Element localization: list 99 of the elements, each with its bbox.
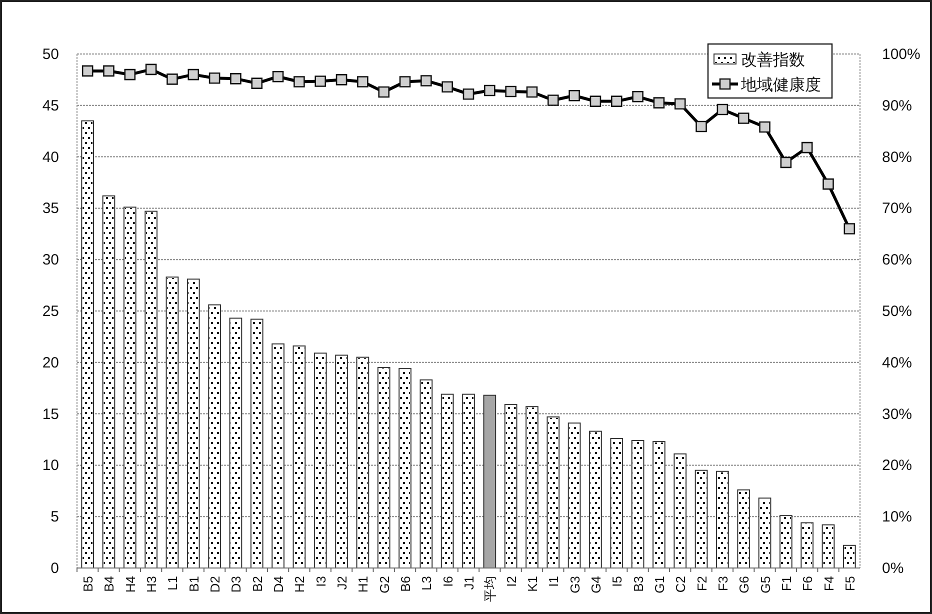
point bbox=[251, 78, 263, 89]
x-tick-label: J2 bbox=[334, 576, 350, 590]
point bbox=[145, 64, 157, 76]
point bbox=[653, 97, 665, 108]
point bbox=[208, 72, 220, 84]
y2-tick-label: 90% bbox=[882, 97, 912, 114]
point bbox=[568, 90, 580, 102]
x-tick-label: B5 bbox=[80, 576, 96, 592]
x-tick-label: L1 bbox=[165, 576, 180, 590]
x-tick-label: I6 bbox=[440, 576, 456, 587]
x-tick-label: D2 bbox=[208, 576, 223, 593]
legend-label: 改善指数 bbox=[741, 51, 805, 69]
x-tick-label: B3 bbox=[630, 576, 646, 592]
y-tick-label: 30 bbox=[42, 252, 59, 269]
point bbox=[336, 74, 348, 86]
point bbox=[378, 86, 390, 98]
x-tick-label: G4 bbox=[588, 576, 604, 594]
x-tick-label: 平均 bbox=[482, 576, 498, 602]
x-tick-label: H4 bbox=[122, 576, 138, 593]
point bbox=[314, 76, 326, 87]
point bbox=[124, 68, 136, 80]
y-tick-label: 35 bbox=[42, 200, 59, 218]
x-tick-label: F3 bbox=[715, 576, 730, 592]
x-tick-label: F1 bbox=[778, 576, 794, 592]
point bbox=[548, 94, 559, 106]
y-tick-label: 15 bbox=[42, 406, 59, 423]
x-tick-label: I2 bbox=[504, 576, 519, 587]
x-tick-label: B1 bbox=[186, 576, 202, 592]
point bbox=[822, 178, 834, 190]
point bbox=[230, 73, 242, 84]
point bbox=[272, 70, 284, 82]
x-tick-label: F4 bbox=[821, 576, 836, 592]
x-tick-label: G2 bbox=[376, 576, 392, 594]
x-tick-label: I3 bbox=[313, 576, 328, 587]
y2-tick-label: 70% bbox=[882, 200, 912, 218]
point bbox=[103, 65, 114, 77]
point bbox=[674, 98, 686, 110]
point bbox=[442, 81, 453, 93]
y-tick-label: 0 bbox=[50, 560, 59, 577]
point bbox=[526, 86, 538, 98]
y-tick-label: 5 bbox=[50, 508, 59, 526]
point bbox=[505, 86, 516, 98]
x-tick-label: I1 bbox=[546, 576, 562, 587]
x-tick-label: B4 bbox=[102, 576, 117, 592]
point bbox=[484, 84, 496, 96]
x-tick-label: G3 bbox=[567, 576, 582, 594]
y-tick-label: 50 bbox=[42, 46, 59, 63]
y-tick-label: 40 bbox=[42, 148, 59, 166]
y2-tick-label: 30% bbox=[882, 406, 912, 423]
point bbox=[82, 65, 94, 77]
x-tick-label: H1 bbox=[356, 576, 371, 593]
point bbox=[632, 91, 644, 102]
point bbox=[357, 76, 368, 88]
point bbox=[188, 68, 200, 80]
y2-tick-label: 40% bbox=[882, 354, 912, 372]
x-tick-label: H2 bbox=[292, 576, 308, 593]
x-tick-label: I5 bbox=[610, 576, 625, 587]
x-tick-label: J1 bbox=[462, 576, 476, 590]
point bbox=[738, 112, 750, 124]
y2-tick-label: 80% bbox=[882, 148, 912, 166]
x-tick-label: H3 bbox=[144, 576, 160, 593]
point bbox=[844, 223, 856, 234]
bar bbox=[483, 394, 496, 568]
x-tick-label: F2 bbox=[694, 576, 710, 592]
y2-tick-label: 100% bbox=[882, 46, 920, 63]
x-tick-label: G6 bbox=[736, 576, 752, 594]
x-tick-label: G1 bbox=[652, 576, 667, 594]
y-tick-label: 45 bbox=[42, 97, 59, 114]
point bbox=[716, 104, 728, 116]
y2-tick-label: 0% bbox=[882, 560, 904, 577]
point bbox=[801, 142, 813, 154]
point bbox=[294, 76, 305, 88]
y2-tick-label: 50% bbox=[882, 303, 912, 320]
point bbox=[166, 74, 178, 85]
y2-tick-label: 10% bbox=[882, 508, 912, 526]
y2-tick-label: 60% bbox=[882, 252, 912, 269]
x-tick-label: B2 bbox=[250, 576, 265, 592]
x-tick-label: D3 bbox=[228, 576, 244, 593]
point bbox=[610, 96, 622, 107]
x-tick-label: K1 bbox=[524, 576, 540, 592]
y-tick-label: 25 bbox=[42, 303, 59, 320]
y2-tick-label: 20% bbox=[882, 457, 912, 474]
point bbox=[759, 121, 770, 133]
y-tick-label: 10 bbox=[42, 457, 59, 474]
x-tick-label: F6 bbox=[800, 576, 816, 592]
point bbox=[420, 75, 432, 86]
point bbox=[696, 120, 707, 132]
y-tick-label: 20 bbox=[42, 354, 59, 372]
x-tick-label: D4 bbox=[271, 576, 286, 593]
point bbox=[399, 76, 411, 88]
point bbox=[462, 88, 474, 100]
point bbox=[780, 156, 792, 168]
legend-label: 地域健康度 bbox=[740, 76, 821, 94]
point bbox=[590, 96, 602, 107]
x-tick-label: B6 bbox=[398, 576, 414, 592]
x-tick-label: C2 bbox=[673, 576, 688, 593]
x-tick-label: G5 bbox=[758, 576, 773, 594]
x-tick-label: L3 bbox=[419, 576, 434, 590]
x-tick-label: F5 bbox=[842, 576, 858, 592]
